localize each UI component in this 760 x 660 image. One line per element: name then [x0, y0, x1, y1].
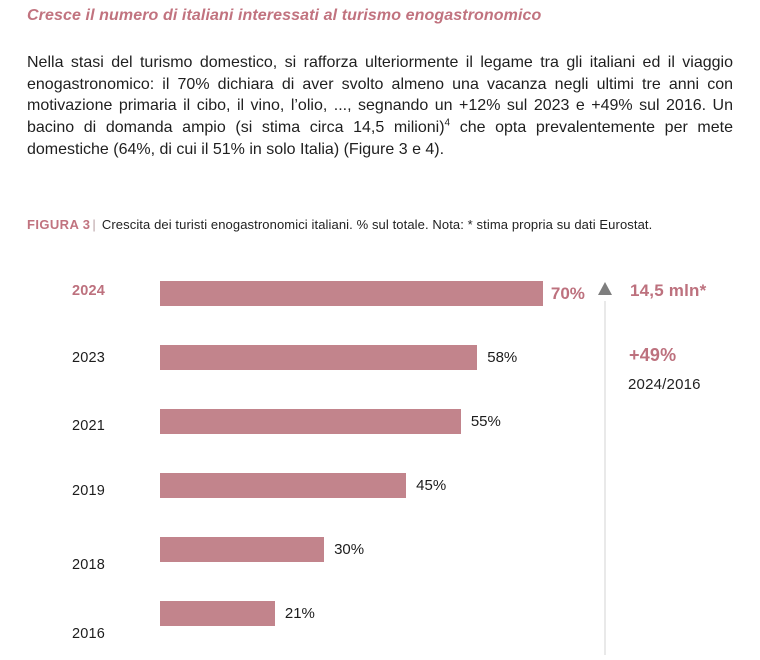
- figure-caption-text: Crescita dei turisti enogastronomici ita…: [101, 217, 653, 232]
- value-label: 70%: [550, 283, 585, 303]
- delta-period-annotation: 2024/2016: [628, 376, 701, 393]
- bar: [160, 345, 478, 370]
- category-label: 2021: [72, 417, 106, 434]
- category-label: 2019: [72, 482, 106, 499]
- bar: [160, 537, 325, 562]
- category-label: 2016: [72, 625, 106, 642]
- bar-row: 2023 58%: [0, 345, 760, 370]
- bar-track: 55%: [160, 409, 707, 434]
- caption-separator: |: [92, 217, 96, 232]
- bar-track: 45%: [160, 473, 707, 498]
- value-label: 55%: [470, 413, 501, 430]
- figure-caption: FIGURA 3 | Crescita dei turisti enogastron…: [27, 217, 747, 232]
- arrow-up-icon: [598, 282, 612, 295]
- bar-row: 2019 45%: [0, 473, 760, 499]
- bar: [160, 473, 407, 498]
- figure-number-label: FIGURA 3: [27, 217, 91, 232]
- bar: [160, 409, 461, 434]
- value-label: 30%: [334, 541, 365, 558]
- delta-annotation: +49%: [629, 345, 677, 365]
- bar-track: 21%: [160, 601, 707, 626]
- value-label: 21%: [284, 605, 315, 622]
- category-label: 2023: [72, 349, 106, 366]
- headline-value-annotation: 14,5 mln*: [630, 281, 707, 300]
- bar-track: 30%: [160, 537, 707, 562]
- bar-row: 2016 21%: [0, 601, 760, 642]
- value-label: 45%: [416, 477, 447, 494]
- bar-row: 2024 70%: [0, 281, 760, 306]
- footnote-marker: 4: [444, 117, 451, 129]
- bar-chart-figure-3: 2024 70% 2023 58% 2021 55% 2019: [0, 281, 760, 660]
- bar: [160, 281, 543, 306]
- bar: [160, 601, 275, 626]
- annotation-reference-line: [604, 301, 606, 655]
- category-label: 2018: [72, 556, 106, 573]
- section-title: Cresce il numero di italiani interessati…: [27, 7, 542, 24]
- intro-text-part2: che opta prevalentemente per mete domest…: [27, 119, 733, 158]
- bar-track: 70%: [160, 281, 707, 306]
- bar-track: 58%: [160, 345, 707, 370]
- intro-paragraph: Nella stasi del turismo domestico, si ra…: [27, 52, 733, 161]
- intro-text-part1: Nella stasi del turismo domestico, si ra…: [27, 54, 733, 137]
- value-label: 58%: [487, 349, 518, 366]
- bar-row: 2021 55%: [0, 409, 760, 434]
- category-label: 2024: [72, 282, 106, 299]
- bar-row: 2018 30%: [0, 537, 760, 573]
